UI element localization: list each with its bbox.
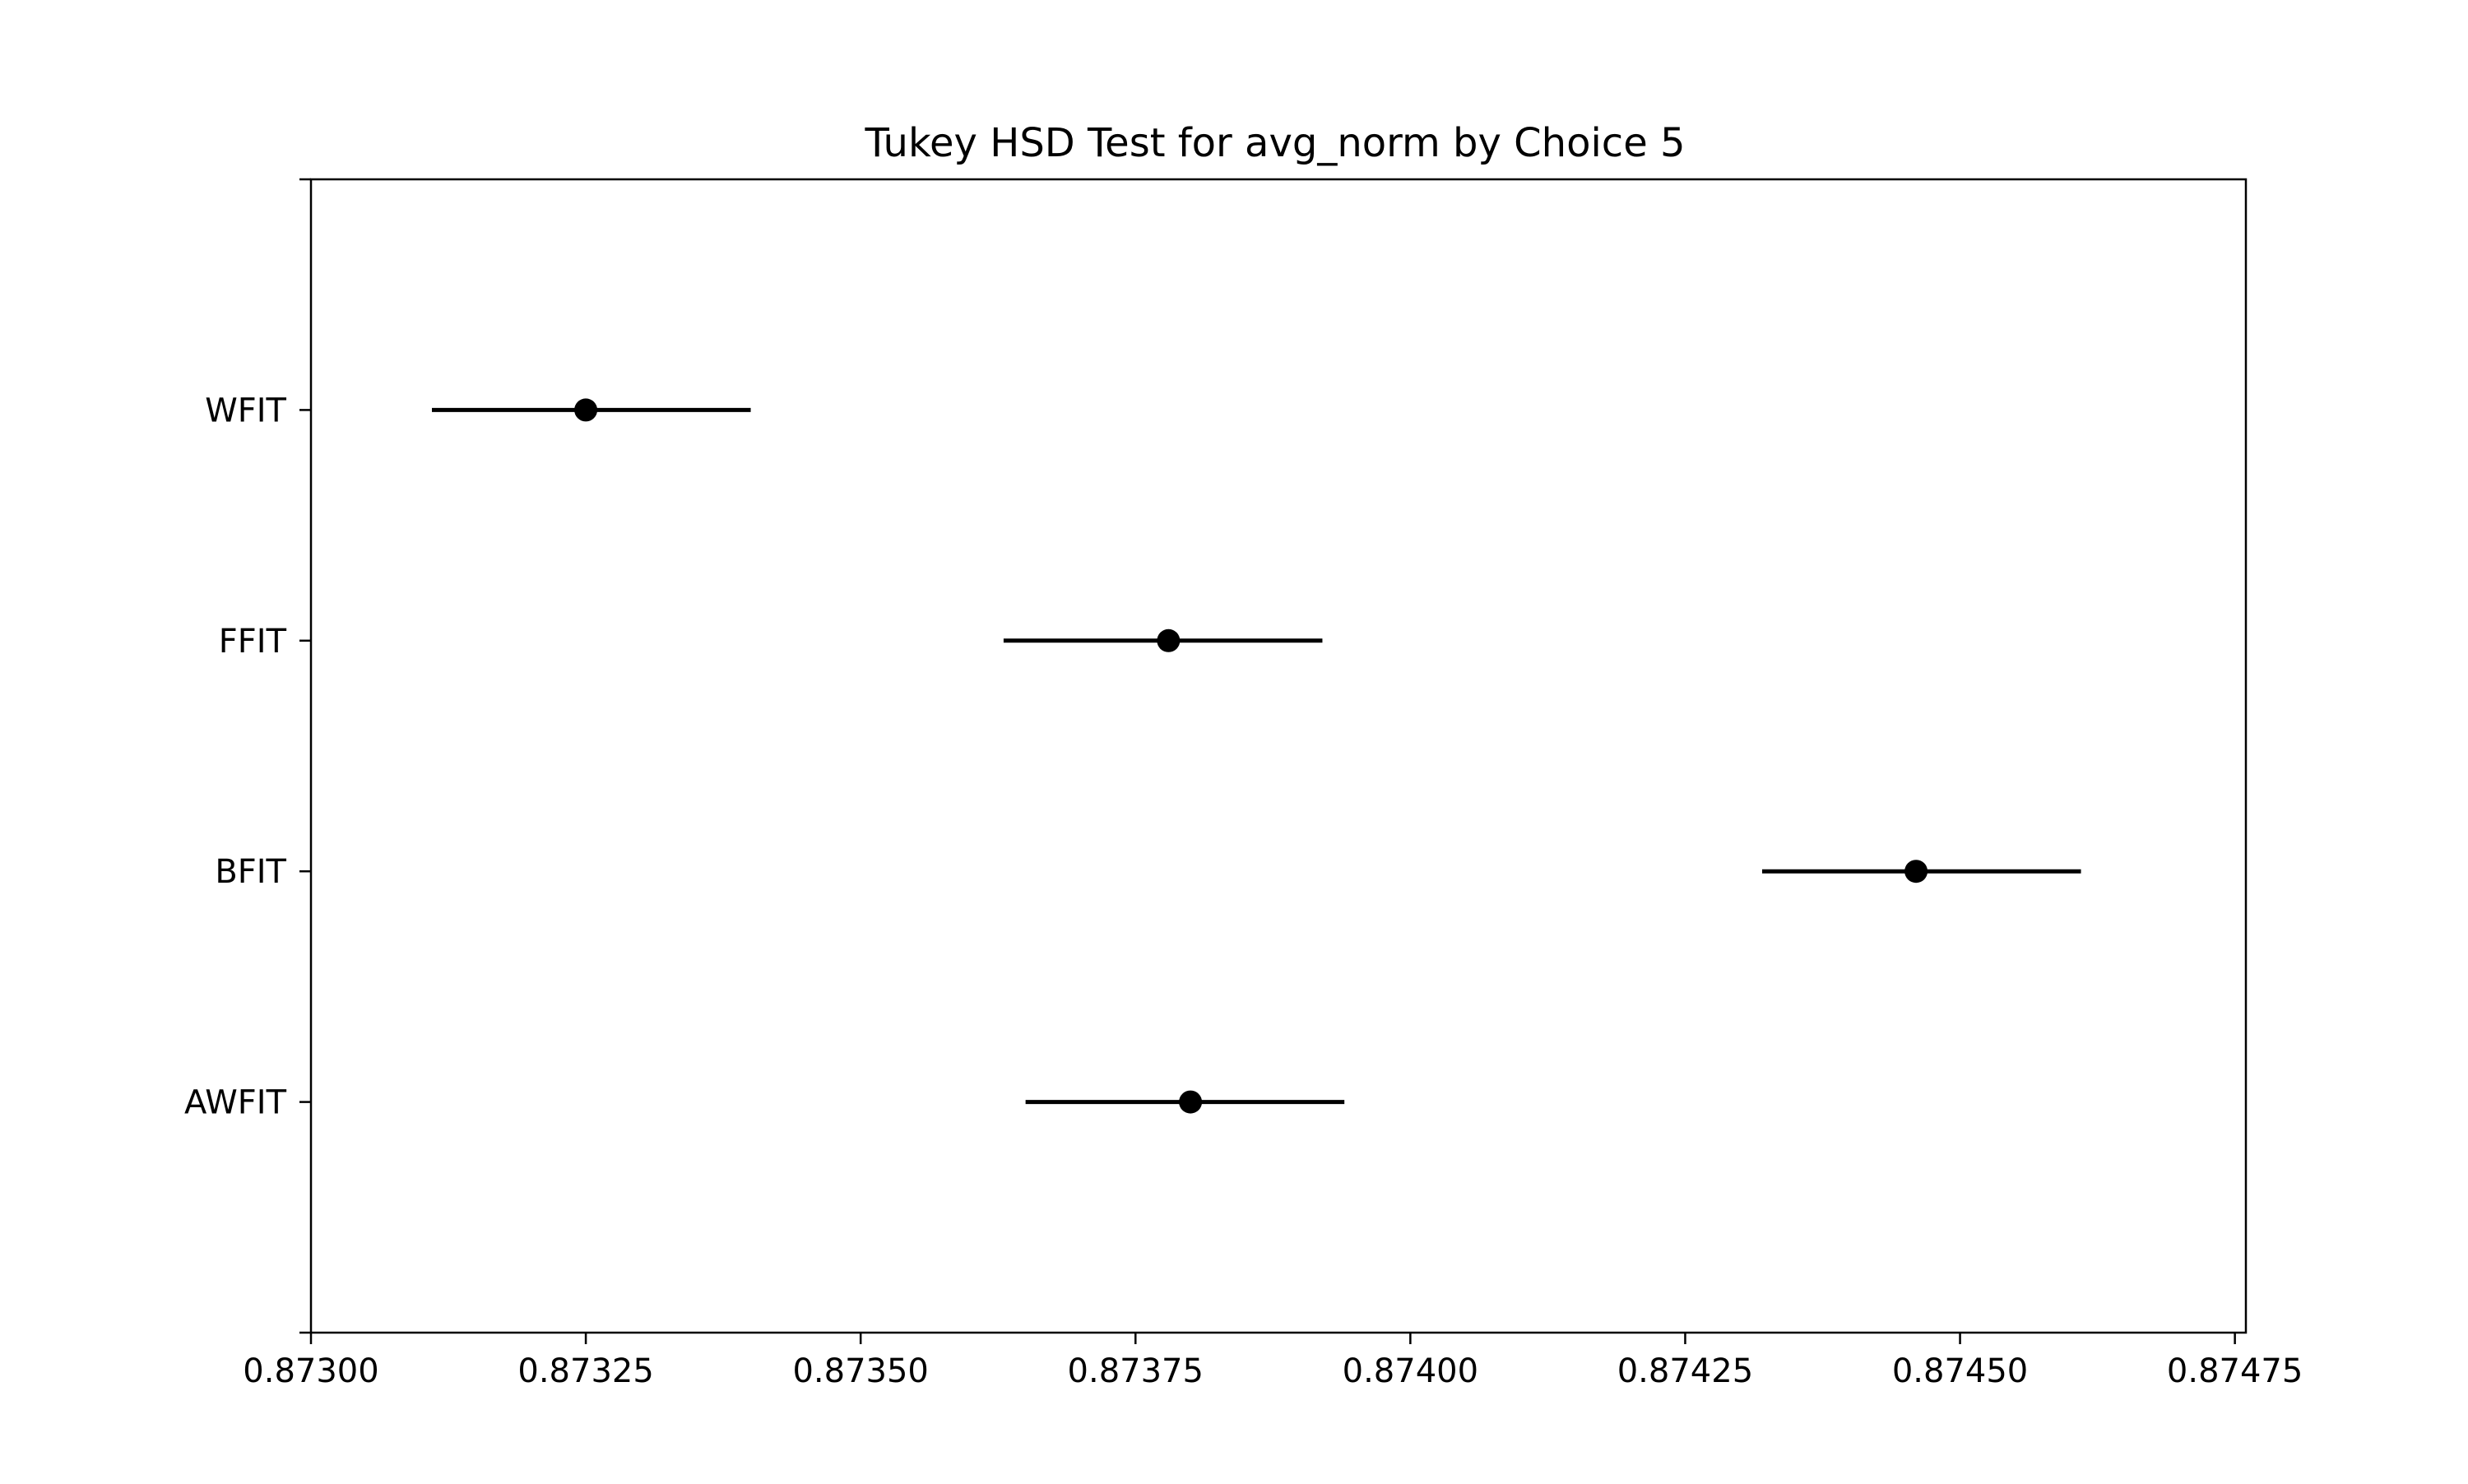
y-tick-label: WFIT <box>205 392 286 429</box>
x-tick-label: 0.87425 <box>1617 1352 1753 1390</box>
y-tick-label: AWFIT <box>184 1084 287 1122</box>
mean-marker-bfit <box>1904 860 1928 883</box>
x-tick-label: 0.87375 <box>1068 1352 1204 1390</box>
mean-marker-ffit <box>1157 628 1181 652</box>
x-tick-label: 0.87300 <box>243 1352 378 1390</box>
x-tick-label: 0.87325 <box>517 1352 653 1390</box>
axes-frame <box>309 178 2248 1334</box>
x-tick-label: 0.87400 <box>1343 1352 1478 1390</box>
y-tick-label: BFIT <box>215 853 286 891</box>
x-tick-label: 0.87450 <box>1892 1352 2028 1390</box>
mean-marker-awfit <box>1179 1090 1203 1114</box>
mean-marker-wfit <box>574 398 598 422</box>
x-tick-label: 0.87475 <box>2167 1352 2303 1390</box>
chart-title: Tukey HSD Test for avg_norm by Choice 5 <box>864 120 1685 166</box>
x-tick-label: 0.87350 <box>792 1352 928 1390</box>
plot-area: WFIT FFIT BFIT AWFIT 0.87300 0.87325 0.87350 0.… <box>184 178 2303 1390</box>
y-tick-label: FFIT <box>219 623 287 661</box>
